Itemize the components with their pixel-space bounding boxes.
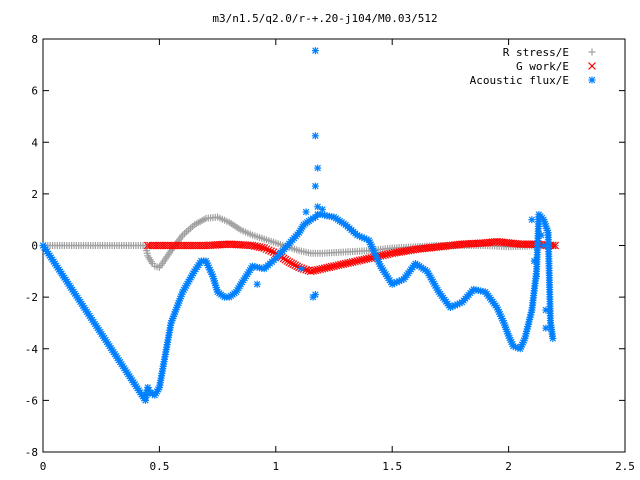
data-point — [378, 251, 387, 260]
data-point — [362, 254, 371, 263]
y-tick-label: 6 — [31, 85, 38, 98]
data-point — [537, 231, 545, 239]
data-point — [318, 205, 326, 213]
data-point — [311, 266, 320, 275]
x-tick-label: 1 — [272, 460, 279, 473]
legend-entry: G work/E — [516, 60, 596, 73]
data-point — [255, 243, 264, 251]
legend-marker — [588, 48, 596, 56]
data-point — [264, 246, 273, 255]
data-point — [291, 261, 300, 270]
legend-label: Acoustic flux/E — [470, 74, 569, 87]
data-point — [260, 244, 269, 253]
data-point — [262, 245, 271, 254]
data-point — [297, 265, 305, 273]
data-point — [287, 259, 296, 268]
data-point — [248, 241, 257, 250]
data-point — [311, 47, 319, 55]
legend-label: R stress/E — [503, 46, 569, 59]
data-point — [540, 242, 548, 249]
data-point — [337, 260, 345, 269]
data-point — [330, 262, 338, 271]
data-point — [344, 259, 352, 267]
y-tick-label: -6 — [25, 394, 38, 407]
data-point — [323, 263, 331, 272]
data-point — [346, 258, 355, 267]
data-point — [332, 261, 341, 270]
chart-title: m3/n1.5/q2.0/r-+.20-j104/M0.03/512 — [212, 12, 437, 25]
legend-entry: Acoustic flux/E — [470, 74, 596, 87]
legend-marker — [588, 76, 596, 84]
data-point — [325, 263, 334, 272]
data-point — [313, 265, 322, 274]
data-point — [302, 265, 310, 274]
data-point — [285, 258, 294, 266]
x-tick-label: 0.5 — [149, 460, 169, 473]
data-point — [320, 264, 329, 273]
data-point — [257, 243, 266, 252]
data-point — [353, 257, 362, 265]
data-point — [528, 216, 536, 224]
data-point — [283, 257, 292, 265]
data-point — [327, 262, 336, 271]
data-point — [364, 254, 373, 263]
data-point — [385, 249, 394, 258]
series-layer — [39, 47, 560, 404]
data-point — [316, 265, 324, 274]
data-point — [250, 242, 259, 250]
data-point — [314, 211, 322, 219]
data-point — [253, 242, 262, 251]
legend-label: G work/E — [516, 60, 569, 73]
x-tick-label: 2.5 — [615, 460, 635, 473]
data-point — [348, 258, 357, 266]
data-point — [551, 241, 560, 250]
data-point — [381, 250, 390, 259]
data-point — [311, 291, 319, 299]
data-point — [355, 256, 364, 265]
data-point — [542, 324, 550, 332]
data-point — [309, 266, 317, 275]
data-point — [542, 306, 550, 314]
axis-ticks: 0 0.5 1 1.5 2 2.5 -8 -6 -4 -2 0 2 4 6 8 — [25, 33, 635, 473]
data-point — [306, 267, 315, 276]
y-tick-label: 8 — [31, 33, 38, 46]
data-point — [267, 247, 276, 256]
data-point — [339, 260, 348, 269]
y-tick-label: 2 — [31, 188, 38, 201]
data-point — [253, 280, 261, 288]
y-tick-label: -8 — [25, 446, 38, 459]
data-point — [533, 272, 541, 280]
data-point — [530, 257, 538, 265]
legend-marker — [588, 62, 596, 70]
data-point — [314, 164, 322, 172]
x-tick-label: 1.5 — [382, 460, 402, 473]
data-point — [351, 257, 359, 266]
y-tick-label: 0 — [31, 240, 38, 253]
data-point — [311, 132, 319, 140]
x-tick-label: 0 — [40, 460, 47, 473]
series-extra-3 — [253, 47, 550, 332]
data-point — [311, 182, 319, 190]
data-point — [334, 261, 343, 270]
data-point — [549, 334, 557, 342]
legend-entry: R stress/E — [503, 46, 596, 59]
data-point — [383, 250, 392, 259]
data-point — [358, 256, 366, 264]
y-tick-label: -4 — [25, 343, 39, 356]
data-point — [289, 260, 298, 269]
data-point — [302, 208, 310, 216]
data-point — [341, 259, 350, 268]
data-point — [360, 255, 369, 264]
y-tick-label: -2 — [25, 291, 38, 304]
x-tick-label: 2 — [505, 460, 512, 473]
data-point — [318, 264, 327, 273]
y-tick-label: 4 — [31, 136, 38, 149]
series-acoustic-flux-e — [39, 211, 557, 404]
